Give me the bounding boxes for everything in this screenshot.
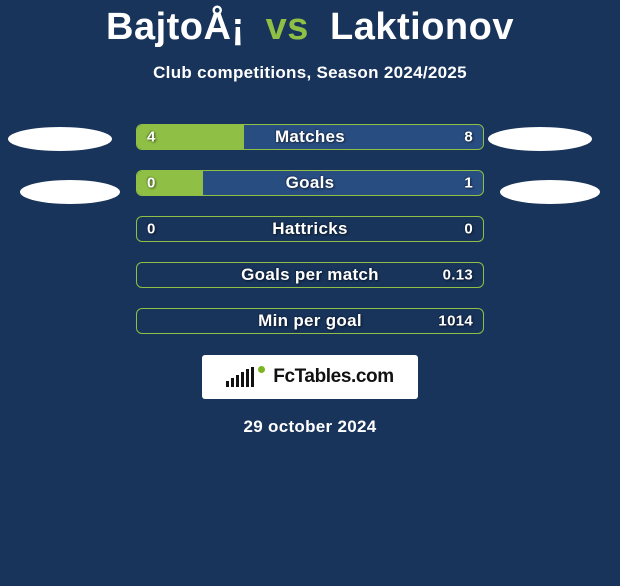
stat-row-left-value: 0 [147, 175, 156, 192]
stat-row: Goals per match 0.13 [137, 263, 483, 287]
chart-rows: Matches 4 8 Goals 0 1 Hattricks 0 0 Goals per mat… [137, 125, 483, 333]
brand-bars-icon [226, 367, 254, 387]
stat-row-right-value: 8 [464, 129, 473, 146]
stat-row-label: Goals [286, 173, 335, 193]
decor-ellipse [488, 127, 592, 151]
stat-row: Matches 4 8 [137, 125, 483, 149]
stat-row: Min per goal 1014 [137, 309, 483, 333]
comparison-title: BajtoÅ¡ vs Laktionov [0, 6, 620, 49]
comparison-subtitle: Club competitions, Season 2024/2025 [0, 63, 620, 83]
stat-row-left-value: 4 [147, 129, 156, 146]
stat-row-right-fill [203, 171, 483, 195]
decor-ellipse [20, 180, 120, 204]
decor-ellipse [8, 127, 112, 151]
stat-row-label: Goals per match [241, 265, 379, 285]
brand-dot-icon [258, 366, 265, 373]
stat-row-label: Min per goal [258, 311, 362, 331]
stat-row-right-value: 0.13 [443, 267, 473, 284]
brand-badge: FcTables.com [202, 355, 418, 399]
comparison-chart: Matches 4 8 Goals 0 1 Hattricks 0 0 Goals per mat… [0, 125, 620, 333]
stat-row: Goals 0 1 [137, 171, 483, 195]
stat-row: Hattricks 0 0 [137, 217, 483, 241]
brand-text: FcTables.com [273, 366, 394, 388]
stat-row-right-value: 1014 [438, 313, 473, 330]
vs-separator: vs [266, 6, 309, 48]
snapshot-date: 29 october 2024 [0, 417, 620, 437]
stat-row-label: Hattricks [272, 219, 347, 239]
stat-row-right-value: 1 [464, 175, 473, 192]
stat-row-label: Matches [275, 127, 345, 147]
stat-row-left-value: 0 [147, 221, 156, 238]
player1-name: BajtoÅ¡ [106, 6, 245, 48]
decor-ellipse [500, 180, 600, 204]
stat-row-right-value: 0 [464, 221, 473, 238]
player2-name: Laktionov [330, 6, 514, 48]
